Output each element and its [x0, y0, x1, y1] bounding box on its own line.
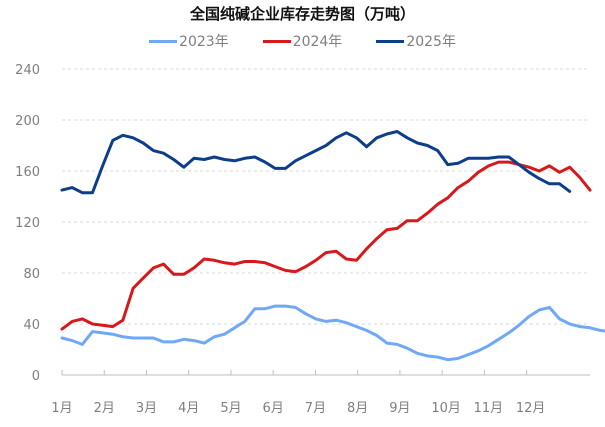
- legend-swatch-2024: [262, 39, 291, 43]
- x-tick-label: 5月: [220, 401, 241, 416]
- y-tick-label: 0: [32, 369, 40, 384]
- legend-label-2023: 2023年: [179, 34, 229, 50]
- x-tick-label: 6月: [263, 401, 284, 416]
- y-tick-label: 200: [15, 114, 40, 129]
- x-axis: 1月 2月 3月 4月 5月 6月 7月 8月 9月 10月 11月 12月: [51, 370, 590, 416]
- x-tick-label: 7月: [305, 401, 326, 416]
- legend-item-2023: 2023年: [149, 31, 229, 51]
- y-tick-label: 80: [23, 267, 40, 282]
- legend-label-2024: 2024年: [292, 34, 343, 50]
- chart-title: 全国纯碱企业库存走势图（万吨）: [189, 5, 415, 23]
- legend-swatch-2023: [149, 39, 178, 43]
- legend-item-2025: 2025年: [376, 31, 456, 51]
- x-tick-label: 3月: [136, 401, 157, 416]
- y-tick-label: 240: [15, 63, 40, 78]
- series-line-2024: [60, 160, 592, 331]
- x-tick-label: 8月: [347, 401, 368, 416]
- x-tick-label: 2月: [94, 401, 115, 416]
- x-tick-label: 9月: [389, 401, 410, 416]
- series-line-2023: [60, 304, 605, 362]
- x-tick-label: 12月: [516, 401, 546, 416]
- x-tick-label: 4月: [178, 401, 199, 416]
- gridlines: [62, 68, 590, 325]
- y-axis: 0 40 80 120 160 200 240: [15, 63, 40, 384]
- y-tick-label: 120: [15, 216, 40, 231]
- x-tick-label: 10月: [431, 401, 461, 416]
- legend-label-2025: 2025年: [406, 34, 456, 50]
- series-lines: [60, 130, 605, 362]
- legend-swatch-2025: [376, 39, 405, 43]
- legend-item-2024: 2024年: [262, 31, 343, 51]
- x-tick-label: 1月: [51, 401, 72, 416]
- series-line-2025: [60, 130, 572, 195]
- y-tick-label: 40: [23, 318, 40, 333]
- y-tick-label: 160: [15, 165, 40, 180]
- x-tick-label: 11月: [474, 401, 504, 416]
- legend: 2023年 2024年 2025年: [0, 31, 605, 51]
